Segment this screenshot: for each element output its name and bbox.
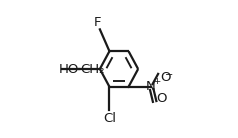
Text: Cl: Cl bbox=[103, 112, 116, 125]
Text: HO: HO bbox=[59, 63, 79, 75]
Text: F: F bbox=[93, 16, 101, 29]
Text: +: + bbox=[153, 77, 160, 86]
Text: N: N bbox=[146, 80, 156, 93]
Text: −: − bbox=[165, 70, 173, 80]
Text: CH₂: CH₂ bbox=[80, 63, 104, 75]
Text: O: O bbox=[160, 71, 170, 84]
Text: O: O bbox=[156, 91, 166, 104]
